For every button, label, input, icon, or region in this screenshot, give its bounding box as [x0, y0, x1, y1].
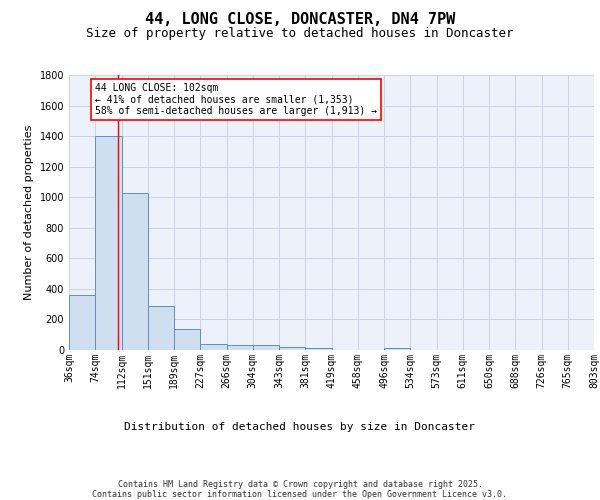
Y-axis label: Number of detached properties: Number of detached properties [24, 125, 34, 300]
Bar [95, 136, 121, 350]
Bar [174, 330, 200, 350]
Text: Size of property relative to detached houses in Doncaster: Size of property relative to detached ho… [86, 28, 514, 40]
Bar [69, 295, 95, 350]
Bar [384, 348, 410, 350]
Bar [253, 346, 279, 350]
Bar [227, 344, 253, 350]
Bar [279, 347, 305, 350]
Bar [121, 192, 148, 350]
Text: Distribution of detached houses by size in Doncaster: Distribution of detached houses by size … [125, 422, 476, 432]
Bar [305, 348, 331, 350]
Text: 44, LONG CLOSE, DONCASTER, DN4 7PW: 44, LONG CLOSE, DONCASTER, DN4 7PW [145, 12, 455, 28]
Text: 44 LONG CLOSE: 102sqm
← 41% of detached houses are smaller (1,353)
58% of semi-d: 44 LONG CLOSE: 102sqm ← 41% of detached … [95, 83, 377, 116]
Bar [200, 344, 227, 350]
Text: Contains HM Land Registry data © Crown copyright and database right 2025.
Contai: Contains HM Land Registry data © Crown c… [92, 480, 508, 500]
Bar [148, 306, 174, 350]
